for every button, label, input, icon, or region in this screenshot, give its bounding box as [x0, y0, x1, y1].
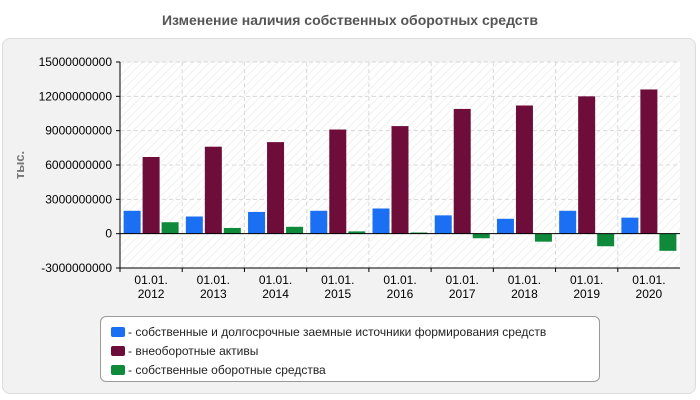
bar [204, 146, 222, 234]
bar [391, 126, 409, 234]
bar [329, 129, 347, 234]
legend-label: - собственные оборотные средства [128, 362, 326, 377]
bar [410, 232, 428, 234]
bar [310, 210, 328, 234]
bar [515, 105, 533, 234]
bar [434, 215, 452, 234]
y-tick-label: 3000000000 [45, 192, 112, 206]
x-tick-label: 2015 [324, 287, 351, 301]
x-tick-label: 01.01. [383, 273, 416, 287]
y-tick-label: 15000000000 [39, 55, 113, 69]
y-tick-label: 9000000000 [45, 124, 112, 138]
x-tick-label: 01.01. [259, 273, 292, 287]
y-tick-label: 6000000000 [45, 158, 112, 172]
bars [123, 89, 677, 251]
legend-label: - собственные и долгосрочные заемные ист… [128, 324, 547, 339]
y-tick-label: -3000000000 [41, 261, 112, 275]
x-tick-label: 2013 [200, 287, 227, 301]
legend-item: - собственные и долгосрочные заемные ист… [111, 322, 599, 341]
x-tick-label: 01.01. [134, 273, 167, 287]
legend-label: - внеоборотные активы [128, 343, 259, 358]
bar [496, 218, 514, 234]
bar [123, 210, 141, 234]
x-tick-label: 2020 [636, 287, 663, 301]
bar [597, 233, 615, 247]
bar [621, 217, 639, 234]
bar [142, 156, 160, 234]
y-axis-label: тыс. [12, 151, 27, 179]
x-tick-label: 01.01. [446, 273, 479, 287]
bar [659, 233, 677, 251]
bar [248, 211, 266, 234]
bar [286, 226, 304, 234]
bar [559, 210, 577, 234]
bar [578, 96, 596, 234]
bar [640, 89, 658, 234]
y-tick-label: 12000000000 [39, 89, 113, 103]
bar [348, 231, 366, 234]
x-tick-label: 01.01. [508, 273, 541, 287]
x-tick-label: 01.01. [570, 273, 603, 287]
y-tick-label: 0 [105, 227, 112, 241]
bar [534, 233, 552, 242]
bar [453, 108, 471, 234]
legend-swatch [111, 326, 125, 337]
bar [267, 142, 285, 234]
legend-swatch [111, 364, 125, 375]
legend-item: - внеоборотные активы [111, 341, 599, 360]
x-tick-label: 2016 [387, 287, 414, 301]
legend-swatch [111, 345, 125, 356]
chart-title: Изменение наличия собственных оборотных … [161, 12, 539, 28]
bar [372, 208, 390, 234]
x-tick-label: 2019 [573, 287, 600, 301]
x-tick-label: 2012 [138, 287, 165, 301]
axes: 15000000000 12000000000 9000000000 60000000… [39, 55, 680, 301]
bar [161, 222, 179, 234]
bar [472, 233, 490, 239]
x-tick-label: 01.01. [632, 273, 665, 287]
x-tick-label: 2017 [449, 287, 476, 301]
bar [223, 227, 241, 234]
legend: - собственные и долгосрочные заемные ист… [100, 316, 600, 382]
x-tick-label: 01.01. [197, 273, 230, 287]
bar [185, 216, 203, 234]
x-tick-label: 2014 [262, 287, 289, 301]
x-tick-label: 01.01. [321, 273, 354, 287]
legend-item: - собственные оборотные средства [111, 360, 599, 379]
x-tick-label: 2018 [511, 287, 538, 301]
